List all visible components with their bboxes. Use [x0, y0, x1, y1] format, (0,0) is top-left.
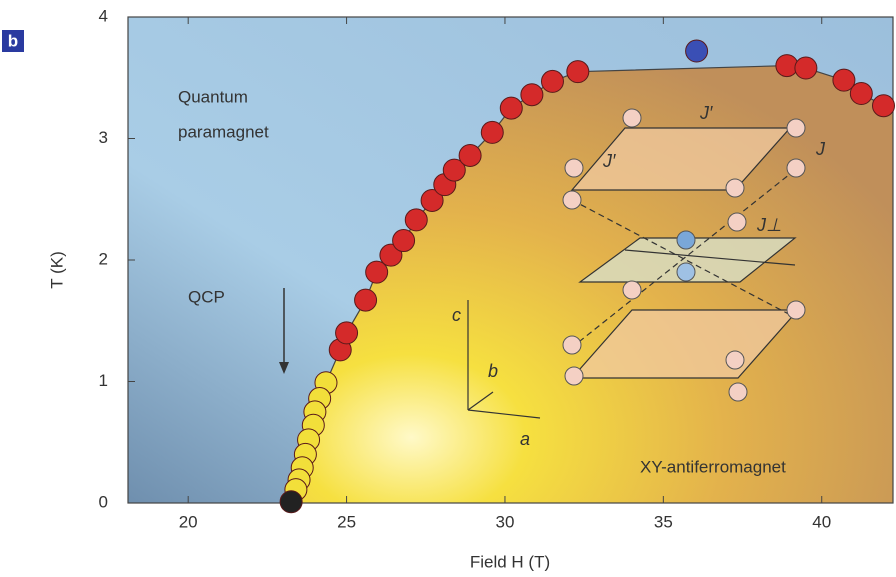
point — [850, 83, 872, 105]
x-axis-label: Field H (T) — [470, 552, 550, 571]
point — [280, 491, 302, 513]
spin — [565, 367, 583, 385]
inset-label: b — [488, 361, 498, 381]
x-tick-label: 20 — [179, 512, 198, 531]
spin — [729, 383, 747, 401]
y-tick-label: 4 — [99, 6, 108, 25]
spin — [787, 119, 805, 137]
annotation: Quantum — [178, 87, 248, 106]
annotation: QCP — [188, 287, 225, 306]
point — [405, 209, 427, 231]
point — [481, 121, 503, 143]
spin — [728, 213, 746, 231]
spin — [623, 109, 641, 127]
inset-label: c — [452, 305, 461, 325]
inset-label: J′ — [602, 151, 616, 171]
spin — [677, 263, 695, 281]
y-tick-label: 0 — [99, 492, 108, 511]
x-tick-label: 35 — [654, 512, 673, 531]
point — [872, 95, 894, 117]
spin — [726, 351, 744, 369]
annotation: XY-antiferromagnet — [640, 457, 786, 476]
annotation: paramagnet — [178, 122, 269, 141]
inset-label: J⊥ — [756, 215, 782, 235]
spin — [787, 301, 805, 319]
spin — [563, 191, 581, 209]
spin — [623, 281, 641, 299]
spin — [677, 231, 695, 249]
spin — [726, 179, 744, 197]
chart: 20 25 30 35 40 0 1 2 3 4 b Quantum paramagnet QCP… — [0, 0, 896, 577]
inset-label: J′ — [699, 103, 713, 123]
y-tick-label: 2 — [99, 249, 108, 268]
point — [393, 230, 415, 252]
point — [336, 322, 358, 344]
point — [459, 145, 481, 167]
point — [500, 97, 522, 119]
spin — [787, 159, 805, 177]
point — [795, 57, 817, 79]
point — [355, 289, 377, 311]
x-tick-label: 40 — [812, 512, 831, 531]
point — [776, 55, 798, 77]
spin — [565, 159, 583, 177]
inset-label: a — [520, 429, 530, 449]
spin — [563, 336, 581, 354]
panel-label: b — [8, 31, 18, 50]
x-tick-label: 30 — [495, 512, 514, 531]
point — [521, 84, 543, 106]
point — [686, 40, 708, 62]
point — [541, 70, 563, 92]
point — [567, 61, 589, 83]
y-axis-label: T (K) — [47, 251, 66, 288]
y-tick-label: 3 — [99, 128, 108, 147]
y-tick-label: 1 — [99, 371, 108, 390]
inset-label: J — [815, 139, 826, 159]
x-tick-label: 25 — [337, 512, 356, 531]
